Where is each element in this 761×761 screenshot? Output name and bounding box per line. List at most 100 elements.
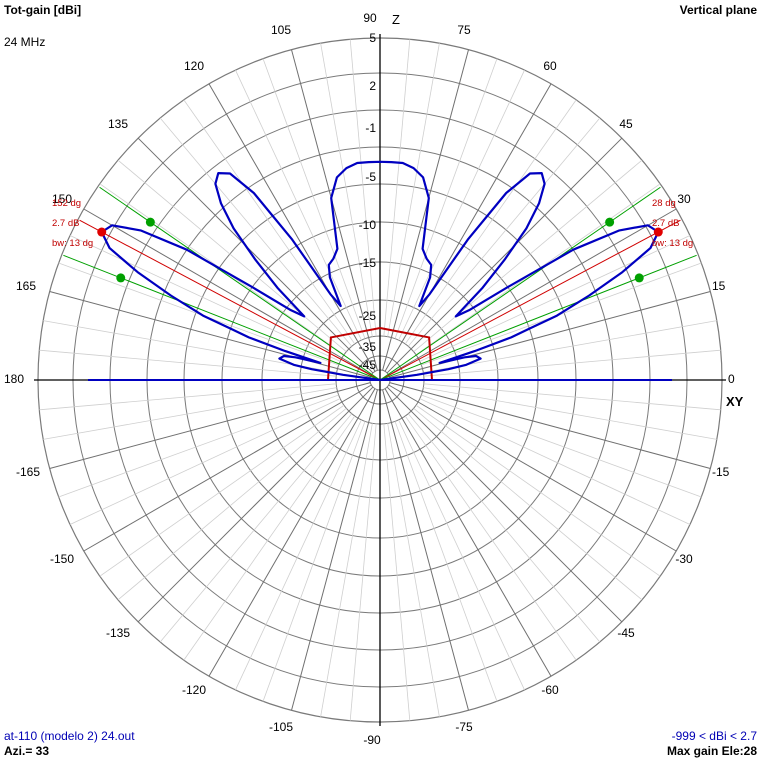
half-power-point — [116, 273, 126, 283]
grid-spoke-minor — [99, 404, 345, 577]
angle-tick-label: -30 — [675, 552, 693, 566]
grid-spoke-minor — [69, 398, 341, 525]
chart-title: Tot-gain [dBi] — [4, 3, 82, 17]
grid-spoke — [208, 83, 376, 372]
grid-spoke-minor — [39, 349, 337, 377]
grid-spoke — [137, 386, 374, 623]
grid-spoke — [384, 388, 552, 677]
grid-spoke-minor — [423, 387, 717, 440]
grid-spoke-minor — [383, 423, 411, 721]
angle-tick-label: -60 — [541, 683, 559, 697]
grid-spoke-minor — [58, 394, 339, 498]
grid-spoke — [291, 389, 378, 711]
grid-spoke-minor — [421, 394, 702, 498]
radial-tick-label: 5 — [369, 31, 376, 45]
angle-tick-label: -165 — [16, 465, 40, 479]
grid-spoke-minor — [320, 423, 373, 717]
radial-tick-label: -35 — [359, 340, 377, 354]
grid-spoke-minor — [394, 58, 498, 339]
grid-spoke — [382, 389, 469, 711]
max-gain-point — [653, 227, 663, 237]
grid-spoke — [83, 384, 372, 552]
grid-spoke-minor — [404, 415, 577, 661]
grid-spoke-minor — [423, 383, 721, 411]
grid-spoke-minor — [183, 415, 356, 661]
grid-spoke-minor — [383, 39, 411, 337]
gain-pattern-line — [100, 160, 660, 382]
grid-spoke-minor — [398, 69, 525, 341]
half-power-point — [634, 273, 644, 283]
grid-spoke — [386, 137, 623, 374]
beamwidth-line — [63, 254, 381, 381]
grid-spoke-minor — [262, 58, 366, 339]
grid-spoke-minor — [183, 99, 356, 345]
grid-spoke — [384, 83, 552, 372]
angle-tick-label: 120 — [184, 59, 204, 73]
axis-label-xy: XY — [726, 394, 744, 409]
grid-spoke — [208, 388, 376, 677]
grid-spoke-minor — [235, 69, 362, 341]
ground-marker — [327, 326, 433, 381]
radial-tick-label: -15 — [359, 256, 377, 270]
grid-spoke-minor — [320, 43, 373, 337]
grid-spoke-minor — [419, 235, 691, 362]
grid-spoke-minor — [398, 419, 525, 691]
grid-spoke-minor — [69, 235, 341, 362]
marks — [63, 160, 697, 382]
grid-spoke-minor — [349, 39, 377, 337]
radial-tick-label: -10 — [359, 218, 377, 232]
grid-spoke — [291, 49, 378, 371]
grid-spoke — [388, 208, 677, 376]
grid-spoke — [49, 291, 371, 378]
radial-tick-label: -25 — [359, 309, 377, 323]
grid-spoke — [83, 208, 372, 376]
angle-tick-label: 135 — [108, 117, 128, 131]
grid-spoke — [389, 382, 711, 469]
lobe-angle-label: 152 dg — [52, 198, 81, 209]
angle-tick-label: 0 — [728, 372, 735, 386]
plane-label: Vertical plane — [679, 3, 757, 17]
angle-tick-label: 30 — [677, 192, 691, 206]
max-gain-point — [97, 227, 107, 237]
angle-tick-label: 60 — [543, 59, 557, 73]
grid-spoke-minor — [413, 407, 643, 601]
angle-tick-label: 45 — [619, 117, 633, 131]
angle-tick-label: 150 — [52, 192, 72, 206]
axis-label-z: Z — [392, 12, 400, 27]
lobe-bw-label: bw: 13 dg — [652, 238, 693, 249]
grid-spoke — [49, 382, 371, 469]
radial-tick-label: -5 — [365, 170, 376, 184]
angle-tick-label: -15 — [712, 465, 730, 479]
grid-spoke-minor — [159, 413, 353, 643]
grid-spoke — [382, 49, 469, 371]
grid-spoke-minor — [407, 413, 601, 643]
angle-tick-label: 90 — [363, 11, 377, 25]
grid-spoke — [137, 137, 374, 374]
angle-tick-label: 165 — [16, 279, 36, 293]
angle-tick-label: -105 — [269, 720, 293, 734]
file-name: at-110 (modelo 2) 24.out — [4, 729, 135, 743]
azimuth-label: Azi.= 33 — [4, 744, 50, 758]
lobe-angle-label: 28 dg — [652, 198, 676, 209]
grid-spoke-minor — [43, 387, 337, 440]
lobe-gain-label: 2.7 dB — [652, 218, 679, 229]
angle-tick-label: 75 — [457, 23, 471, 37]
grid-spoke-minor — [413, 159, 643, 353]
angle-tick-label: -135 — [106, 626, 130, 640]
gain-range-label: -999 < dBi < 2.7 — [671, 729, 757, 743]
angle-tick-label: -90 — [363, 733, 381, 747]
beamwidth-line — [379, 254, 697, 381]
angle-tick-label: -45 — [617, 626, 635, 640]
grid-spoke-minor — [235, 419, 362, 691]
angle-tick-label: 15 — [712, 279, 726, 293]
grid-spoke — [389, 291, 711, 378]
angle-tick-label: 105 — [271, 23, 291, 37]
grid-spoke-minor — [349, 423, 377, 721]
lobe-gain-label: 2.7 dB — [52, 218, 79, 229]
grid-spoke-minor — [419, 398, 691, 525]
angle-tick-label: -75 — [455, 720, 473, 734]
grid-spoke-minor — [387, 423, 440, 717]
angle-tick-label: -120 — [182, 683, 206, 697]
grid-spoke-minor — [394, 421, 498, 702]
